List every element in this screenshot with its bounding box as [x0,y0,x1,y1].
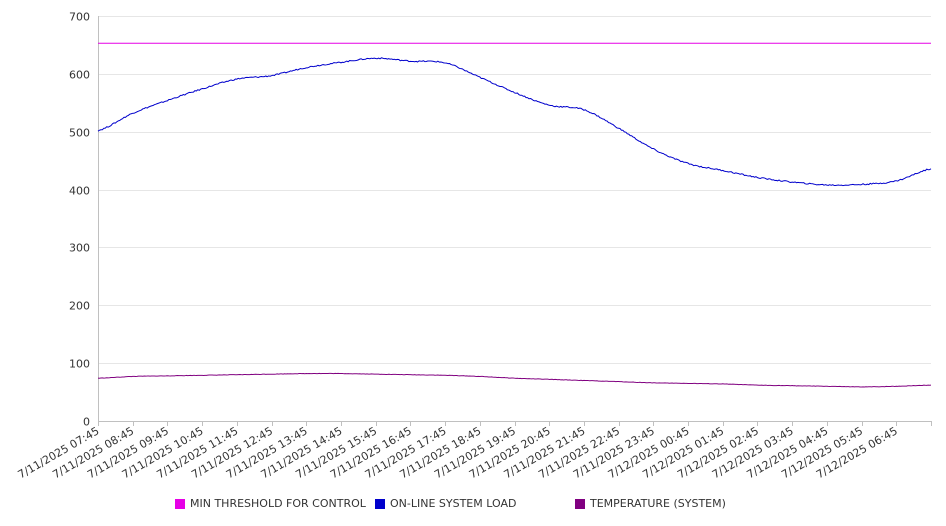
y-tick-label: 0 [83,416,90,429]
legend-item[interactable]: TEMPERATURE (SYSTEM) [575,497,726,510]
gridlines [98,16,931,422]
y-tick-label: 100 [69,358,90,371]
legend-item[interactable]: ON-LINE SYSTEM LOAD [375,497,516,510]
legend-label: ON-LINE SYSTEM LOAD [390,497,517,510]
y-tick-label: 700 [69,11,90,24]
y-tick-label: 200 [69,300,90,313]
y-tick-label: 300 [69,242,90,255]
x-axis: 7/11/2025 07:457/11/2025 08:457/11/2025 … [16,421,932,481]
y-tick-label: 500 [69,127,90,140]
legend-label: TEMPERATURE (SYSTEM) [590,497,726,510]
y-tick-label: 600 [69,69,90,82]
y-tick-label: 400 [69,185,90,198]
legend: MIN THRESHOLD FOR CONTROL ON-LINE SYSTEM … [0,497,946,515]
series-line-3 [97,372,932,388]
legend-swatch [575,498,585,509]
series-layer [97,42,932,388]
series-line-2 [97,57,932,187]
legend-swatch [175,498,185,509]
legend-label: MIN THRESHOLD FOR CONTROL [190,497,366,510]
legend-swatch [375,498,385,509]
y-axis: 0 100 200 300 400 500 600 700 [69,11,931,429]
legend-item[interactable]: MIN THRESHOLD FOR CONTROL [175,497,366,510]
